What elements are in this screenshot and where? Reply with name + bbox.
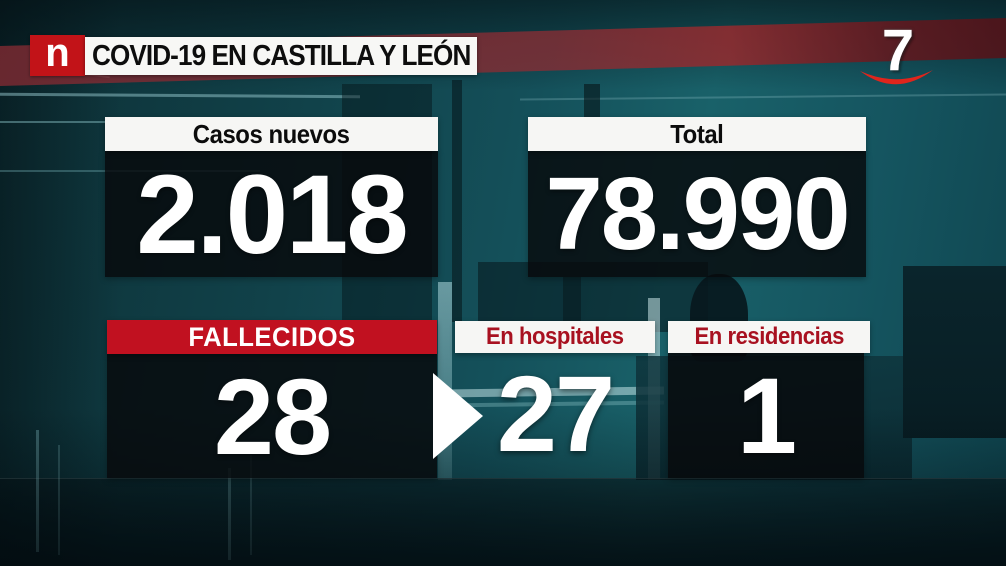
channel-7-logo: 7 [881, 18, 915, 83]
total-value: 78.990 [528, 151, 866, 277]
fallecidos-value: 28 [107, 354, 437, 478]
channel-n-logo: n [30, 33, 85, 76]
total-label: Total [670, 118, 724, 149]
en-residencias-value: 1 [668, 353, 864, 478]
en-hospitales-label: En hospitales [486, 323, 624, 350]
casos-nuevos-label: Casos nuevos [193, 118, 350, 149]
headline-text: COVID-19 EN CASTILLA Y LEÓN [91, 39, 471, 72]
en-residencias-label: En residencias [694, 323, 844, 350]
fallecidos-header: FALLECIDOS [107, 320, 437, 354]
casos-nuevos-header: Casos nuevos [105, 117, 438, 151]
headline-banner: COVID-19 EN CASTILLA Y LEÓN [85, 37, 477, 75]
en-hospitales-value: 27 [496, 352, 615, 474]
fallecidos-label: FALLECIDOS [188, 321, 356, 352]
casos-nuevos-value: 2.018 [105, 151, 438, 277]
en-hospitales-header: En hospitales [455, 321, 655, 353]
en-residencias-header: En residencias [668, 321, 870, 353]
total-header: Total [528, 117, 866, 151]
smile-swoosh-icon [860, 70, 933, 85]
